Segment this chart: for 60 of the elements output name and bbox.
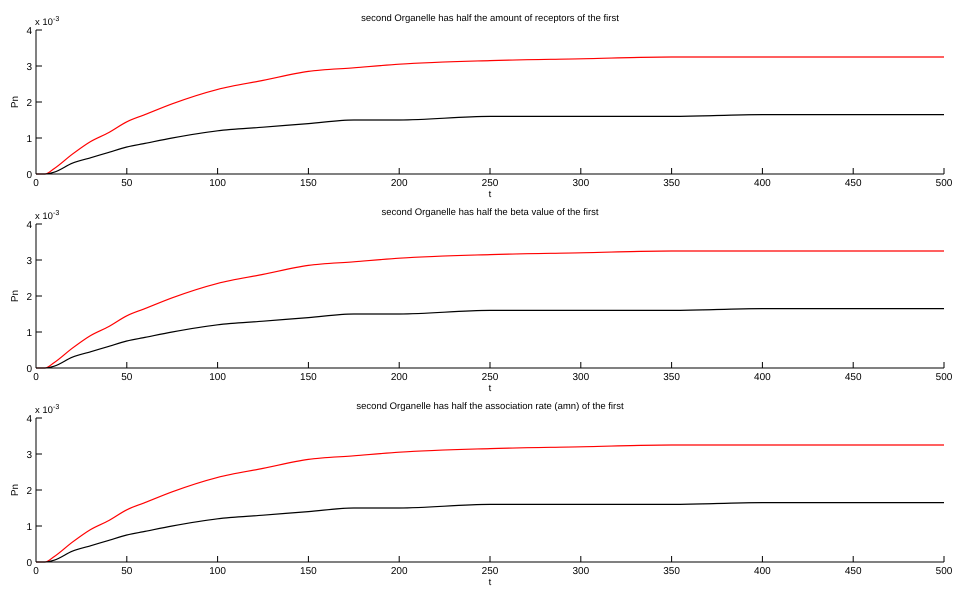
x-axis-title: t bbox=[488, 189, 492, 200]
x-tick-label: 50 bbox=[121, 566, 133, 577]
x-tick-label: 200 bbox=[390, 372, 408, 383]
text: x 10$^{-3}$ bbox=[35, 403, 60, 416]
x-tick-label: 450 bbox=[844, 178, 862, 189]
x-tick-label: 50 bbox=[121, 372, 133, 383]
x-tick-label: 150 bbox=[300, 372, 318, 383]
y-tick-label: 0 bbox=[26, 170, 32, 181]
x-tick-label: 300 bbox=[572, 566, 590, 577]
y-tick-label: 0 bbox=[26, 558, 32, 569]
x-tick-label: 100 bbox=[209, 372, 226, 383]
y-tick-label: 2 bbox=[26, 292, 32, 303]
chart-title: second Organelle has half the beta value of the first bbox=[381, 207, 599, 218]
x-tick-label: 200 bbox=[390, 178, 408, 189]
x-tick-label: 350 bbox=[663, 178, 680, 189]
y-axis-title: Pn bbox=[10, 96, 21, 108]
x-tick-label: 350 bbox=[663, 566, 680, 577]
x-tick-label: 500 bbox=[936, 372, 953, 383]
x-tick-label: 100 bbox=[209, 566, 226, 577]
y-tick-label: 2 bbox=[26, 98, 32, 109]
x-tick-label: 0 bbox=[33, 372, 40, 383]
text: x 10$^{-3}$ bbox=[35, 209, 60, 222]
x-tick-label: 400 bbox=[754, 566, 772, 577]
y-tick-label: 1 bbox=[26, 328, 32, 339]
x-axis-title: t bbox=[488, 577, 492, 588]
x-tick-label: 150 bbox=[300, 178, 318, 189]
x-tick-label: 0 bbox=[33, 178, 40, 189]
y-tick-label: 3 bbox=[26, 256, 32, 267]
text: x 10$^{-3}$ bbox=[35, 15, 60, 28]
y-axis-title: Pn bbox=[10, 484, 21, 496]
x-tick-label: 250 bbox=[482, 372, 499, 383]
y-tick-label: 4 bbox=[26, 26, 32, 37]
y-tick-label: 4 bbox=[26, 414, 32, 425]
x-tick-label: 350 bbox=[663, 372, 680, 383]
x-tick-label: 200 bbox=[390, 566, 408, 577]
y-tick-label: 3 bbox=[26, 450, 32, 461]
x-tick-label: 0 bbox=[33, 566, 40, 577]
x-tick-label: 400 bbox=[754, 372, 772, 383]
chart-title: second Organelle has half the amount of receptors of the first bbox=[361, 13, 620, 24]
x-tick-label: 500 bbox=[936, 178, 953, 189]
x-tick-label: 450 bbox=[844, 566, 862, 577]
y-tick-label: 3 bbox=[26, 62, 32, 73]
y-tick-label: 1 bbox=[26, 134, 32, 145]
x-tick-label: 50 bbox=[121, 178, 133, 189]
y-tick-label: 0 bbox=[26, 364, 32, 375]
x-tick-label: 300 bbox=[572, 372, 590, 383]
x-tick-label: 400 bbox=[754, 178, 772, 189]
x-tick-label: 100 bbox=[209, 178, 226, 189]
x-tick-label: 150 bbox=[300, 566, 318, 577]
y-tick-label: 4 bbox=[26, 220, 32, 231]
x-tick-label: 250 bbox=[482, 178, 499, 189]
x-tick-label: 300 bbox=[572, 178, 590, 189]
x-tick-label: 250 bbox=[482, 566, 499, 577]
y-tick-label: 1 bbox=[26, 522, 32, 533]
x-tick-label: 500 bbox=[936, 566, 953, 577]
x-tick-label: 450 bbox=[844, 372, 862, 383]
y-axis-title: Pn bbox=[10, 290, 21, 302]
x-axis-title: t bbox=[488, 383, 492, 394]
y-tick-label: 2 bbox=[26, 486, 32, 497]
chart-title: second Organelle has half the association rate (amn) of the first bbox=[356, 401, 624, 412]
